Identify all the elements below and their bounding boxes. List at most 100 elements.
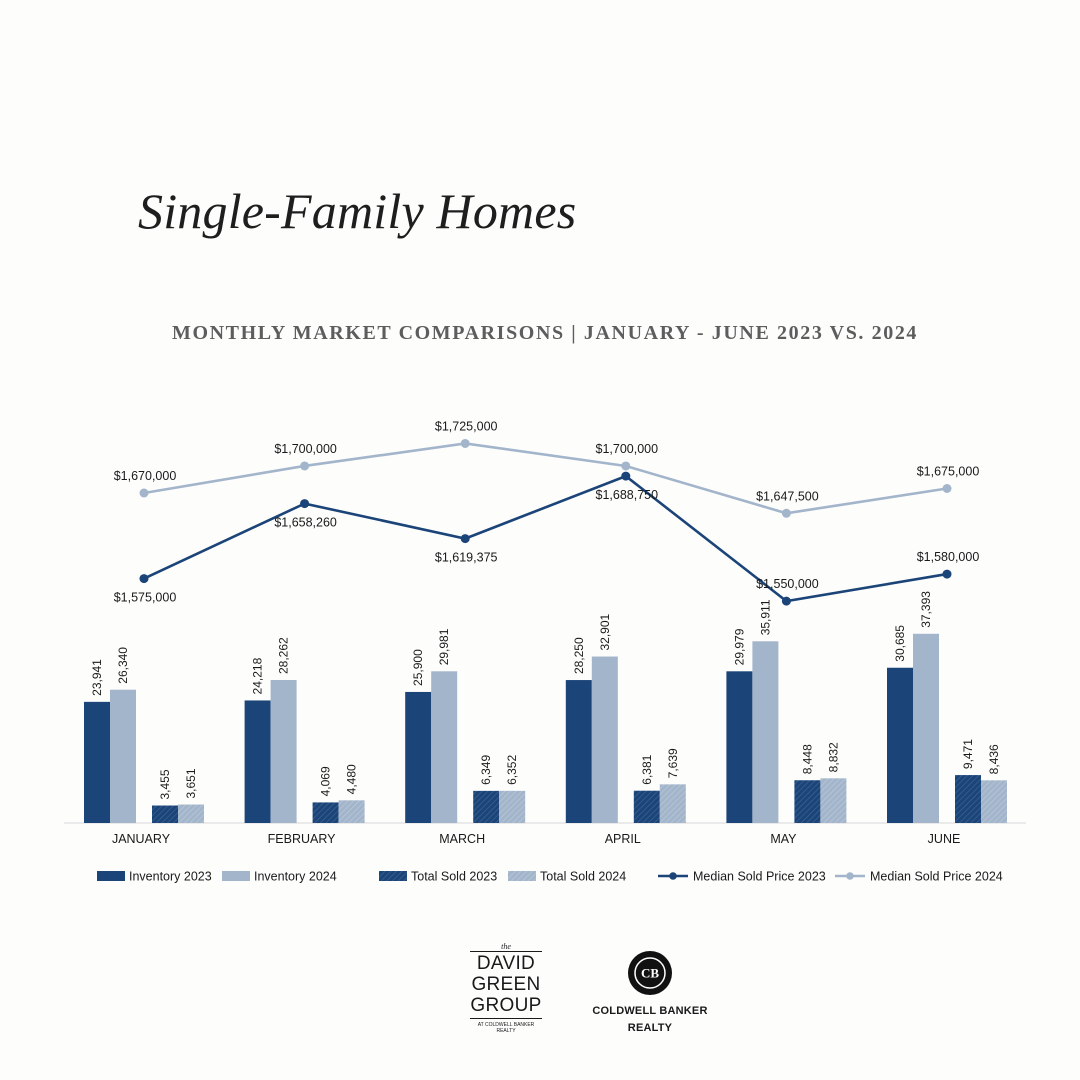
bar-total-sold-2024-january — [178, 804, 204, 823]
data-label-total-sold-2023-june: 9,471 — [961, 739, 975, 769]
bar-inventory-2024-march — [431, 671, 458, 823]
dgg-the: the — [470, 942, 542, 952]
data-label-total-sold-2023-february: 4,069 — [319, 766, 333, 796]
legend-label-median-sold-price-2024: Median Sold Price 2024 — [870, 870, 1003, 884]
legend-label-total-sold-2023: Total Sold 2023 — [411, 870, 497, 884]
bar-total-sold-2023-march — [473, 790, 500, 823]
bar-inventory-2024-april — [591, 656, 618, 823]
bar-inventory-2024-february — [270, 679, 297, 823]
chart-subtitle: MONTHLY MARKET COMPARISONS | JANUARY - J… — [171, 322, 919, 344]
data-label-inventory-2024-january: 26,340 — [116, 647, 130, 684]
point-median-2024-june — [942, 483, 952, 493]
data-label-inventory-2023-june: 30,685 — [893, 625, 907, 662]
data-label-median-2024-january: $1,670,000 — [114, 469, 177, 483]
point-median-2023-february — [300, 499, 310, 509]
bar-total-sold-2023-june — [955, 775, 981, 823]
data-label-median-2023-march: $1,619,375 — [435, 551, 498, 565]
legend-label-inventory-2023: Inventory 2023 — [129, 870, 212, 884]
data-label-inventory-2023-april: 28,250 — [572, 637, 586, 674]
data-label-total-sold-2024-january: 3,651 — [184, 768, 198, 798]
dgg-sub-2: REALTY — [496, 1028, 516, 1034]
data-label-inventory-2024-february: 28,262 — [277, 637, 291, 674]
x-tick-label-january: JANUARY — [112, 832, 171, 846]
legend-marker-median-sold-price-2023 — [669, 872, 677, 880]
bar-inventory-2023-february — [244, 700, 271, 823]
legend-label-median-sold-price-2023: Median Sold Price 2023 — [693, 870, 826, 884]
data-label-inventory-2024-march: 29,981 — [437, 628, 451, 665]
data-label-inventory-2024-june: 37,393 — [919, 591, 933, 628]
data-label-median-2023-january: $1,575,000 — [114, 591, 177, 605]
data-label-total-sold-2024-february: 4,480 — [345, 764, 359, 794]
x-tick-label-june: JUNE — [928, 832, 961, 846]
dgg-line-3: GROUP — [470, 995, 542, 1016]
dgg-sub-1: AT COLDWELL BANKER — [477, 1022, 535, 1028]
data-label-inventory-2023-may: 29,979 — [732, 628, 746, 665]
point-median-2024-may — [781, 508, 791, 518]
point-median-2024-april — [621, 461, 631, 471]
page-title: Single-Family Homes — [138, 183, 577, 239]
cb-seal-letters: CB — [641, 966, 659, 981]
x-tick-label-april: APRIL — [605, 832, 641, 846]
x-tick-label-march: MARCH — [439, 832, 485, 846]
point-median-2023-may — [781, 596, 791, 606]
bar-total-sold-2024-february — [338, 800, 365, 823]
data-label-median-2024-march: $1,725,000 — [435, 419, 498, 433]
data-label-total-sold-2023-march: 6,349 — [479, 755, 493, 785]
bar-total-sold-2023-may — [794, 780, 821, 823]
bar-inventory-2024-may — [752, 641, 779, 823]
david-green-group-logo: the DAVID GREEN GROUP AT COLDWELL BANKER… — [466, 942, 546, 1034]
data-label-median-2024-february: $1,700,000 — [274, 442, 337, 456]
bar-total-sold-2024-may — [820, 778, 847, 823]
bar-total-sold-2023-april — [633, 790, 660, 823]
data-label-inventory-2024-may: 35,911 — [758, 599, 772, 635]
data-label-median-2024-april: $1,700,000 — [596, 442, 659, 456]
cb-name-1: COLDWELL BANKER — [592, 1005, 708, 1017]
data-label-total-sold-2024-may: 8,832 — [826, 742, 840, 772]
data-label-total-sold-2023-may: 8,448 — [800, 744, 814, 774]
point-median-2023-june — [942, 569, 952, 579]
bar-inventory-2023-march — [405, 691, 432, 823]
dgg-line-2: GREEN — [471, 974, 541, 995]
data-label-total-sold-2024-march: 6,352 — [505, 755, 519, 785]
point-median-2024-january — [139, 488, 149, 498]
bar-inventory-2024-january — [110, 689, 136, 823]
cb-name-2: REALTY — [627, 1022, 673, 1034]
bar-inventory-2023-january — [84, 701, 110, 823]
data-label-median-2024-may: $1,647,500 — [756, 489, 819, 503]
data-label-median-2023-june: $1,580,000 — [917, 550, 980, 564]
bar-inventory-2023-may — [726, 671, 753, 823]
line-median-2024 — [143, 442, 948, 515]
bar-total-sold-2024-june — [981, 780, 1007, 823]
dgg-line-1: DAVID — [476, 953, 536, 974]
point-median-2023-january — [139, 574, 149, 584]
coldwell-banker-seal-icon: CB — [628, 951, 672, 995]
x-tick-label-february: FEBRUARY — [268, 832, 337, 846]
data-label-inventory-2023-january: 23,941 — [90, 659, 104, 696]
legend-marker-median-sold-price-2024 — [846, 872, 854, 880]
legend-swatch-total-sold-2023 — [379, 871, 407, 881]
legend-label-total-sold-2024: Total Sold 2024 — [540, 870, 626, 884]
point-median-2024-march — [460, 438, 470, 448]
point-median-2024-february — [300, 461, 310, 471]
data-label-total-sold-2024-june: 8,436 — [987, 744, 1001, 774]
legend-label-inventory-2024: Inventory 2024 — [254, 870, 337, 884]
data-label-total-sold-2024-april: 7,639 — [666, 748, 680, 778]
point-median-2023-april — [621, 471, 631, 481]
data-label-median-2023-february: $1,658,260 — [274, 516, 337, 530]
bar-inventory-2023-april — [565, 680, 592, 823]
line-median-2023 — [143, 474, 948, 603]
bar-total-sold-2023-february — [312, 802, 339, 823]
point-median-2023-march — [460, 534, 470, 544]
bar-total-sold-2024-march — [499, 790, 526, 823]
data-label-total-sold-2023-april: 6,381 — [640, 754, 654, 784]
data-label-median-2024-june: $1,675,000 — [917, 464, 980, 478]
data-label-median-2023-may: $1,550,000 — [756, 577, 819, 591]
coldwell-banker-logo: CB COLDWELL BANKER REALTY — [590, 950, 710, 1035]
data-label-inventory-2023-february: 24,218 — [251, 657, 265, 694]
bar-total-sold-2024-april — [659, 784, 686, 823]
legend-swatch-inventory-2023 — [97, 871, 125, 881]
x-tick-label-may: MAY — [770, 832, 797, 846]
data-label-inventory-2024-april: 32,901 — [598, 613, 612, 650]
legend-swatch-inventory-2024 — [222, 871, 250, 881]
